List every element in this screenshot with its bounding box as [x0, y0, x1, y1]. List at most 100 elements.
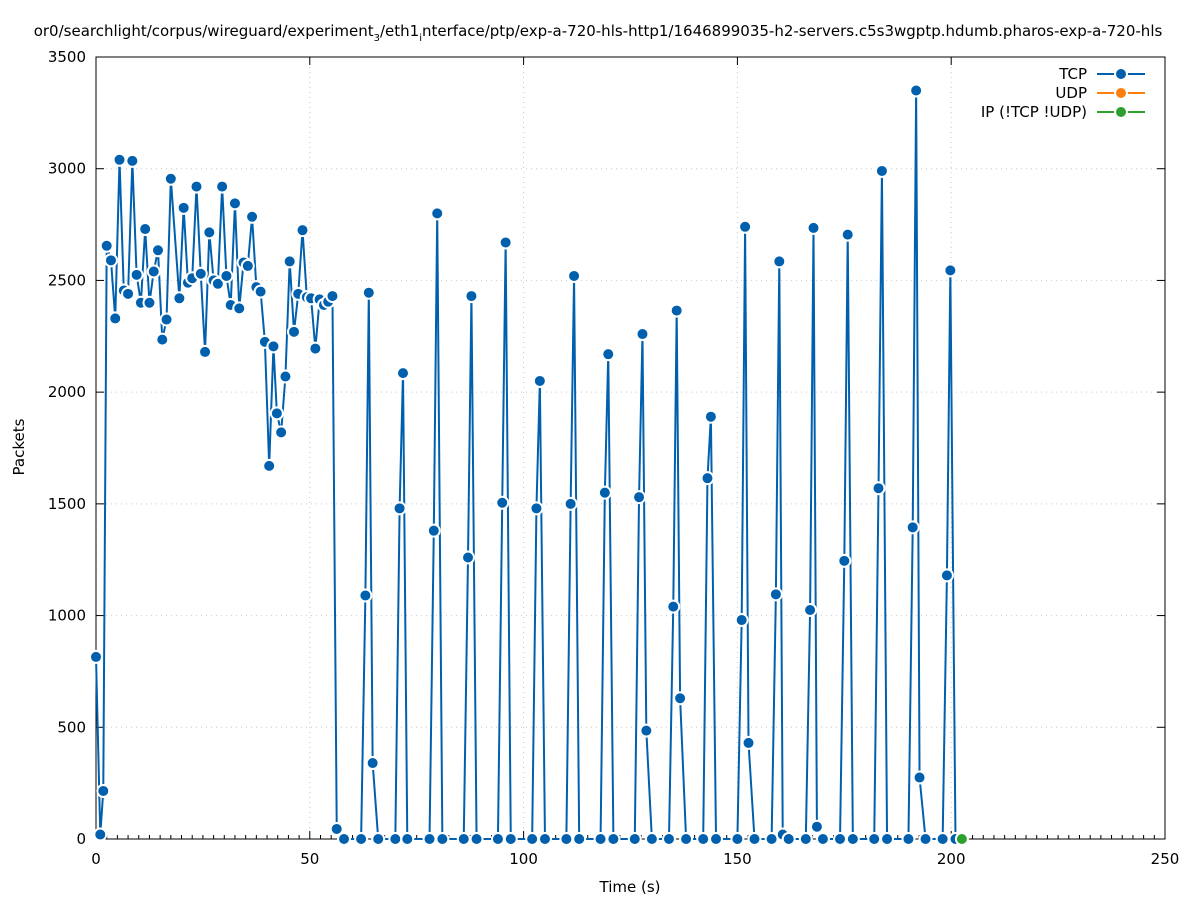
tcp-data-point — [461, 550, 476, 565]
tcp-data-point — [202, 225, 217, 240]
tcp-data-point — [253, 284, 268, 299]
x-tick-label: 200 — [937, 850, 966, 868]
y-tick-label: 2500 — [48, 271, 86, 289]
tcp-data-point — [939, 568, 954, 583]
tcp-data-point — [809, 819, 824, 834]
tcp-data-point — [803, 602, 818, 617]
tcp-data-point — [563, 496, 578, 511]
tcp-data-point — [730, 832, 745, 846]
tcp-data-point — [286, 324, 301, 339]
tcp-data-point — [396, 366, 411, 381]
tcp-data-point — [935, 832, 950, 846]
tcp-data-point — [529, 501, 544, 516]
y-tick-label: 500 — [57, 718, 86, 736]
tcp-data-point — [806, 220, 821, 235]
tcp-data-point — [99, 238, 114, 253]
tcp-data-point — [572, 832, 587, 846]
legend-label-tcp: TCP — [1058, 65, 1087, 83]
x-tick-label: 50 — [300, 850, 319, 868]
tcp-data-point — [155, 332, 170, 347]
tcp-data-point — [361, 285, 376, 300]
tcp-data-point — [163, 171, 178, 186]
tcp-data-point — [874, 163, 889, 178]
tcp-data-point — [495, 495, 510, 510]
tcp-data-point — [96, 783, 111, 798]
tcp-data-point — [639, 723, 654, 738]
tcp-data-point — [593, 832, 608, 846]
legend-marker-udp — [1114, 86, 1128, 100]
tcp-data-point — [435, 832, 450, 846]
tcp-data-point — [666, 599, 681, 614]
tcp-data-point — [601, 347, 616, 362]
tcp-data-point — [943, 263, 958, 278]
tcp-data-point — [661, 832, 676, 846]
legend-marker-ip-tcp-udp — [1114, 105, 1128, 119]
tcp-data-point — [644, 832, 659, 846]
tcp-data-point — [781, 832, 796, 846]
tcp-data-point — [532, 373, 547, 388]
tcp-data-point — [490, 832, 505, 846]
tcp-data-point — [700, 471, 715, 486]
tcp-data-point — [703, 409, 718, 424]
y-tick-label: 2000 — [48, 383, 86, 401]
tcp-data-point — [129, 267, 144, 282]
tcp-data-point — [112, 152, 127, 167]
tcp-data-point — [837, 553, 852, 568]
tcp-data-point — [172, 291, 187, 306]
y-axis-label: Packets — [10, 418, 28, 475]
tcp-data-point — [329, 821, 344, 836]
tcp-data-point — [669, 303, 684, 318]
tcp-data-point — [627, 832, 642, 846]
tcp-data-point — [559, 832, 574, 846]
tcp-data-point — [525, 832, 540, 846]
tcp-data-point — [108, 311, 123, 326]
chart-title: or0/searchlight/corpus/wireguard/experim… — [34, 22, 1163, 44]
tcp-data-point — [146, 264, 161, 279]
tcp-data-point — [696, 832, 711, 846]
tcp-data-point — [880, 832, 895, 846]
tcp-data-point — [245, 209, 260, 224]
tcp-data-point — [151, 243, 166, 258]
tcp-data-point — [469, 832, 484, 846]
tcp-data-point — [227, 196, 242, 211]
tcp-data-point — [295, 223, 310, 238]
tcp-data-point — [371, 832, 386, 846]
legend-label-ip-tcp-udp: IP (!TCP !UDP) — [981, 103, 1087, 121]
tcp-data-point — [464, 289, 479, 304]
tcp-data-point — [606, 832, 621, 846]
tcp-data-point — [815, 832, 830, 846]
series-layer — [89, 83, 969, 846]
tcp-data-point — [747, 832, 762, 846]
tcp-data-point — [709, 832, 724, 846]
tcp-data-point — [93, 827, 108, 842]
tcp-data-point — [833, 832, 848, 846]
x-tick-label: 150 — [723, 850, 752, 868]
grid-lines — [96, 57, 1165, 839]
tcp-data-point — [798, 832, 813, 846]
tcp-data-point — [193, 266, 208, 281]
tcp-data-point — [240, 258, 255, 273]
y-tick-label: 3500 — [48, 48, 86, 66]
tcp-data-point — [498, 235, 513, 250]
tcp-data-point — [901, 832, 916, 846]
tcp-data-point — [772, 254, 787, 269]
ip-tcp-udp-data-point — [954, 832, 969, 846]
tcp-data-point — [337, 832, 352, 846]
tcp-data-point — [325, 289, 340, 304]
tcp-data-point — [912, 770, 927, 785]
tcp-data-point — [274, 425, 289, 440]
tcp-data-point — [365, 756, 380, 771]
y-tick-label: 1500 — [48, 495, 86, 513]
tcp-data-point — [768, 587, 783, 602]
tcp-data-point — [918, 832, 933, 846]
tcp-data-point — [89, 649, 103, 664]
x-axis-label: Time (s) — [599, 878, 661, 896]
y-tick-label: 0 — [76, 830, 86, 848]
tcp-data-point — [422, 832, 437, 846]
tcp-data-point — [635, 327, 650, 342]
tcp-data-point — [537, 832, 552, 846]
tcp-data-point — [159, 312, 174, 327]
tcp-data-point — [354, 832, 369, 846]
